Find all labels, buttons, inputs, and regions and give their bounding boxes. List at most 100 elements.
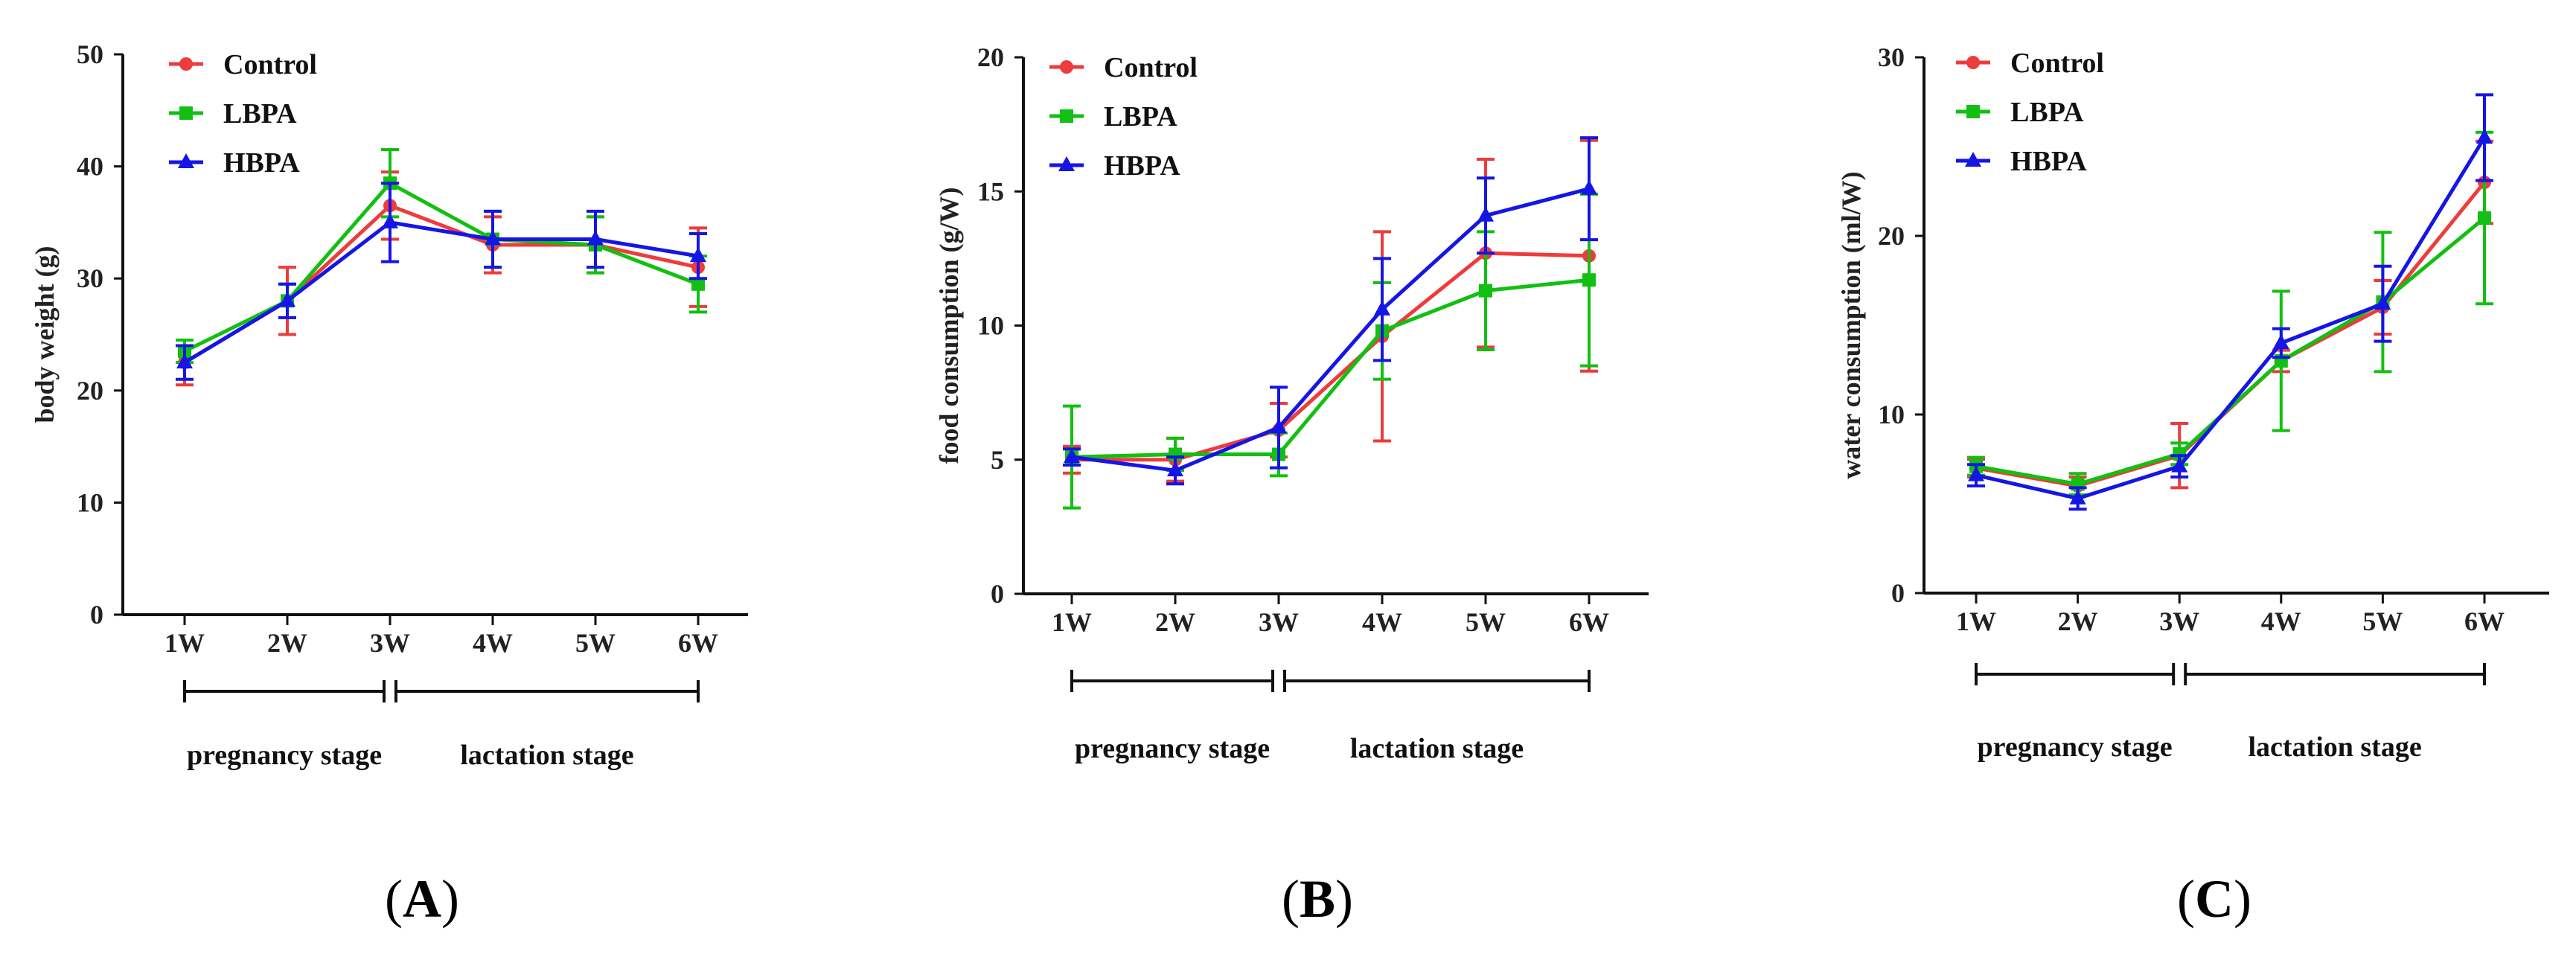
legend-label: LBPA	[223, 98, 297, 129]
legend-marker	[178, 153, 194, 168]
panel-label-paren: (	[385, 869, 403, 929]
y-tick-label: 10	[977, 311, 1004, 341]
legend-label: LBPA	[1104, 101, 1177, 132]
data-point	[1477, 206, 1494, 222]
y-tick-label: 40	[77, 152, 103, 182]
stage-label: pregnancy stage	[187, 740, 382, 771]
data-point	[2374, 295, 2391, 310]
panel-label-paren: (	[2177, 869, 2195, 929]
x-tick-label: 4W	[473, 628, 513, 658]
series-line	[1975, 136, 2487, 501]
legend: Control LBPA HBPA	[169, 49, 317, 179]
data-point	[485, 230, 501, 246]
data-point	[1581, 179, 1597, 195]
y-axis-label: body weight (g)	[30, 246, 60, 423]
y-tick-label: 10	[77, 487, 103, 517]
data-point	[2476, 129, 2493, 144]
data-point	[587, 230, 604, 246]
x-tick-label: 6W	[1569, 607, 1609, 637]
panel-label-letter: A	[403, 869, 441, 929]
legend-label: Control	[223, 49, 317, 80]
series-HBPA	[1063, 136, 1598, 486]
series-HBPA	[176, 182, 707, 381]
data-point	[690, 247, 706, 263]
y-tick-label: 30	[77, 263, 103, 293]
legend-marker	[1966, 105, 1980, 118]
data-point	[1167, 461, 1183, 477]
series-line	[1975, 217, 2486, 487]
legend-label: LBPA	[2010, 97, 2084, 128]
legend-marker	[179, 106, 193, 120]
legend: Control LBPA HBPA	[1049, 52, 1198, 182]
legend-marker	[1060, 60, 1073, 74]
x-tick-label: 1W	[164, 628, 205, 658]
chart-panel-C: 0 10 20 30 1W 2W 3W 4W 5W 6W water consumption (ml…	[1836, 42, 2549, 929]
series-HBPA	[1967, 93, 2493, 511]
y-axis-label: water consumption (ml/W)	[1836, 171, 1866, 478]
legend-marker	[1058, 156, 1075, 171]
legend-label: HBPA	[1104, 150, 1180, 182]
y-tick-label: 5	[991, 445, 1004, 475]
data-point	[691, 277, 705, 291]
series-line	[1071, 187, 1590, 473]
series-LBPA	[176, 148, 707, 365]
series-LBPA	[1967, 130, 2493, 496]
data-point	[2069, 489, 2086, 505]
x-tick-label: 1W	[1956, 606, 1996, 636]
y-tick-label: 20	[1878, 221, 1905, 251]
stage-label: pregnancy stage	[1075, 733, 1270, 764]
series-Control	[1967, 139, 2493, 496]
data-point	[1479, 284, 1492, 298]
x-tick-label: 3W	[1259, 607, 1299, 637]
y-tick-label: 50	[77, 39, 103, 69]
data-point	[176, 353, 193, 369]
data-point	[1374, 300, 1390, 316]
x-tick-label: 6W	[678, 628, 718, 658]
panel-label-letter: C	[2195, 869, 2234, 929]
data-point	[2171, 457, 2188, 473]
chart-panel-A: 0 10 20 30 40 50 1W 2W 3W 4W 5W 6W body weight (g) pr…	[30, 39, 748, 929]
x-tick-label: 2W	[2058, 606, 2098, 636]
x-tick-label: 5W	[2362, 606, 2403, 636]
y-tick-label: 30	[1878, 42, 1905, 72]
legend-label: Control	[2010, 48, 2104, 79]
data-point	[279, 292, 295, 307]
panel-label: (B)	[1282, 869, 1353, 929]
y-tick-label: 10	[1878, 400, 1905, 429]
legend-label: HBPA	[2010, 146, 2087, 177]
series-Control	[176, 170, 707, 387]
x-tick-label: 1W	[1052, 607, 1092, 637]
data-point	[382, 213, 398, 228]
x-tick-label: 6W	[2464, 606, 2505, 636]
series-line	[1071, 278, 1590, 459]
data-point	[1582, 273, 1596, 287]
x-tick-label: 2W	[267, 628, 307, 658]
series-line	[1975, 181, 2486, 488]
chart-panel-B: 0 5 10 15 20 1W 2W 3W 4W 5W 6W food consumption (g/…	[934, 42, 1649, 929]
legend-marker	[179, 57, 193, 71]
x-tick-label: 4W	[2261, 606, 2301, 636]
y-tick-label: 0	[90, 600, 103, 630]
legend-label: Control	[1104, 52, 1198, 83]
panel-label: (A)	[385, 869, 459, 929]
panel-label-paren: (	[1282, 869, 1300, 929]
y-tick-label: 20	[977, 42, 1004, 72]
stage-label: lactation stage	[1350, 733, 1524, 764]
x-tick-label: 2W	[1155, 607, 1195, 637]
stage-label: pregnancy stage	[1978, 731, 2173, 763]
y-tick-label: 0	[991, 579, 1004, 609]
data-point	[1271, 418, 1287, 434]
y-tick-label: 20	[77, 376, 103, 406]
data-point	[1064, 448, 1080, 464]
x-tick-label: 3W	[370, 628, 410, 658]
stage-label: lactation stage	[2248, 731, 2421, 763]
legend-marker	[1966, 56, 1980, 69]
x-tick-label: 3W	[2159, 606, 2199, 636]
y-tick-label: 15	[977, 176, 1004, 206]
stage-label: lactation stage	[460, 740, 633, 771]
panel-label-paren: )	[1335, 869, 1353, 929]
legend-marker	[1965, 152, 1981, 167]
legend-marker	[1060, 109, 1073, 123]
